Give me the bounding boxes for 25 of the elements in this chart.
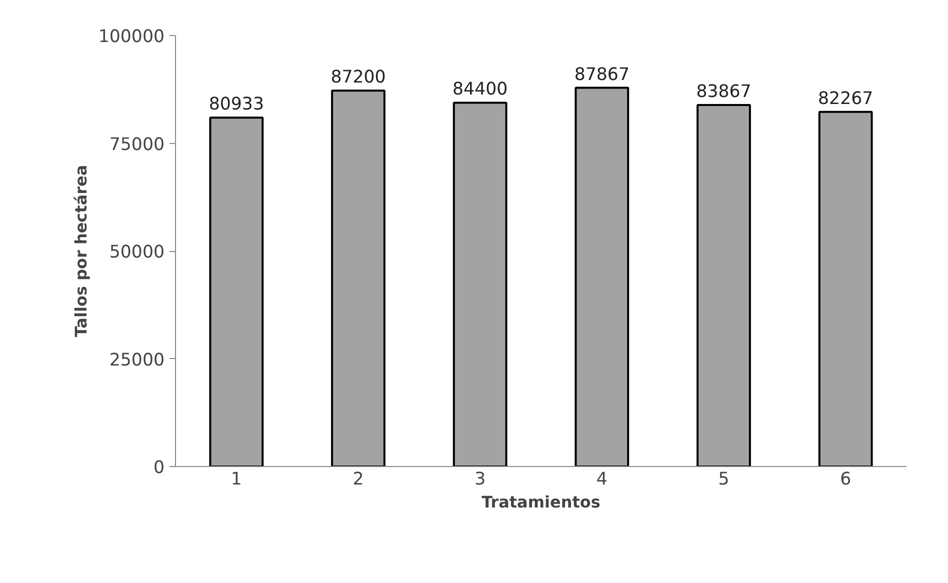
data-label: 84400 — [452, 80, 508, 100]
y-tick-label: 25000 — [109, 350, 164, 370]
x-tick-label: 1 — [230, 470, 242, 490]
y-axis-title: Tallos por hectárea — [71, 164, 90, 338]
y-tick-label: 0 — [153, 458, 165, 478]
bar — [818, 110, 873, 466]
bar — [331, 90, 386, 466]
bar — [696, 104, 751, 466]
bar — [209, 116, 264, 466]
x-axis-title: Tratamientos — [482, 492, 600, 512]
y-tick-label: 75000 — [109, 134, 164, 155]
x-tick-label: 2 — [352, 470, 364, 490]
y-tick-label: 100000 — [98, 27, 165, 47]
bar — [452, 102, 508, 466]
x-tick-label: 4 — [596, 470, 608, 490]
bar — [574, 86, 630, 466]
data-label: 80933 — [208, 94, 264, 115]
x-tick-label: 5 — [718, 470, 730, 490]
data-label: 83867 — [696, 82, 752, 102]
y-tick-label: 50000 — [109, 242, 164, 262]
data-label: 87200 — [330, 68, 386, 88]
data-label: 82267 — [818, 88, 874, 109]
x-tick-label: 6 — [840, 470, 852, 490]
data-label: 87867 — [574, 64, 630, 85]
x-tick-label: 3 — [474, 470, 486, 490]
